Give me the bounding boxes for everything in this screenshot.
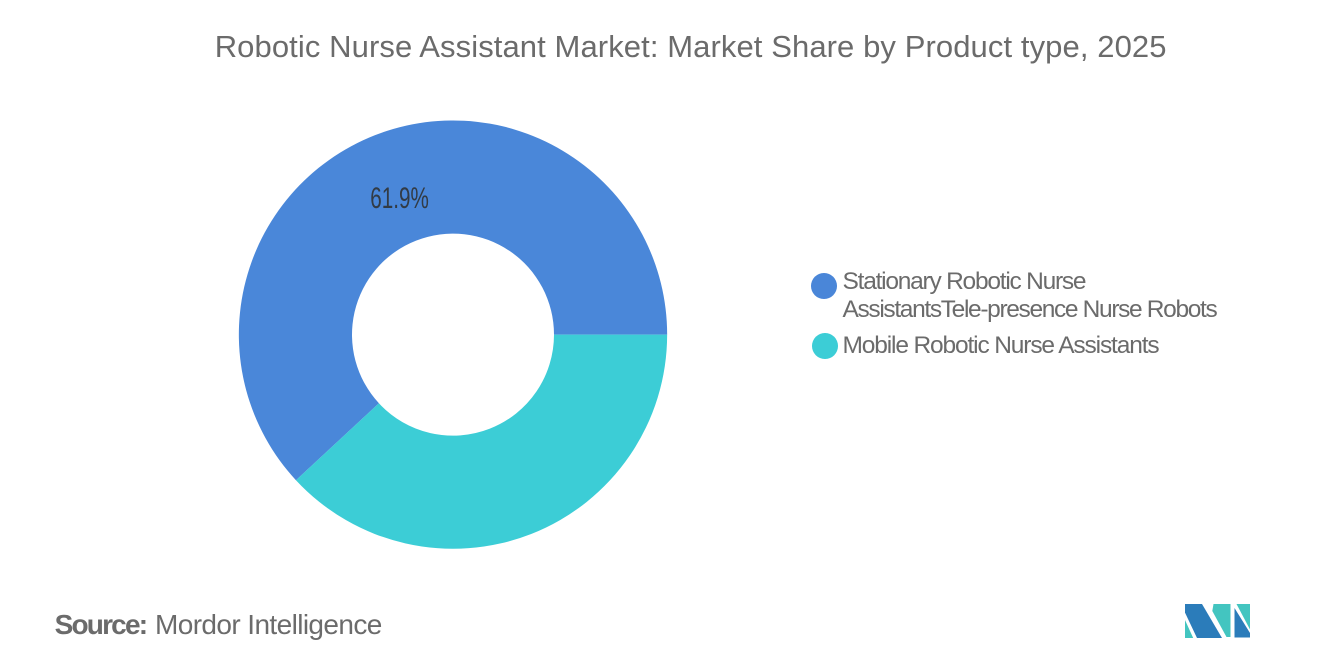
svg-text:61.9%: 61.9% — [370, 182, 429, 215]
